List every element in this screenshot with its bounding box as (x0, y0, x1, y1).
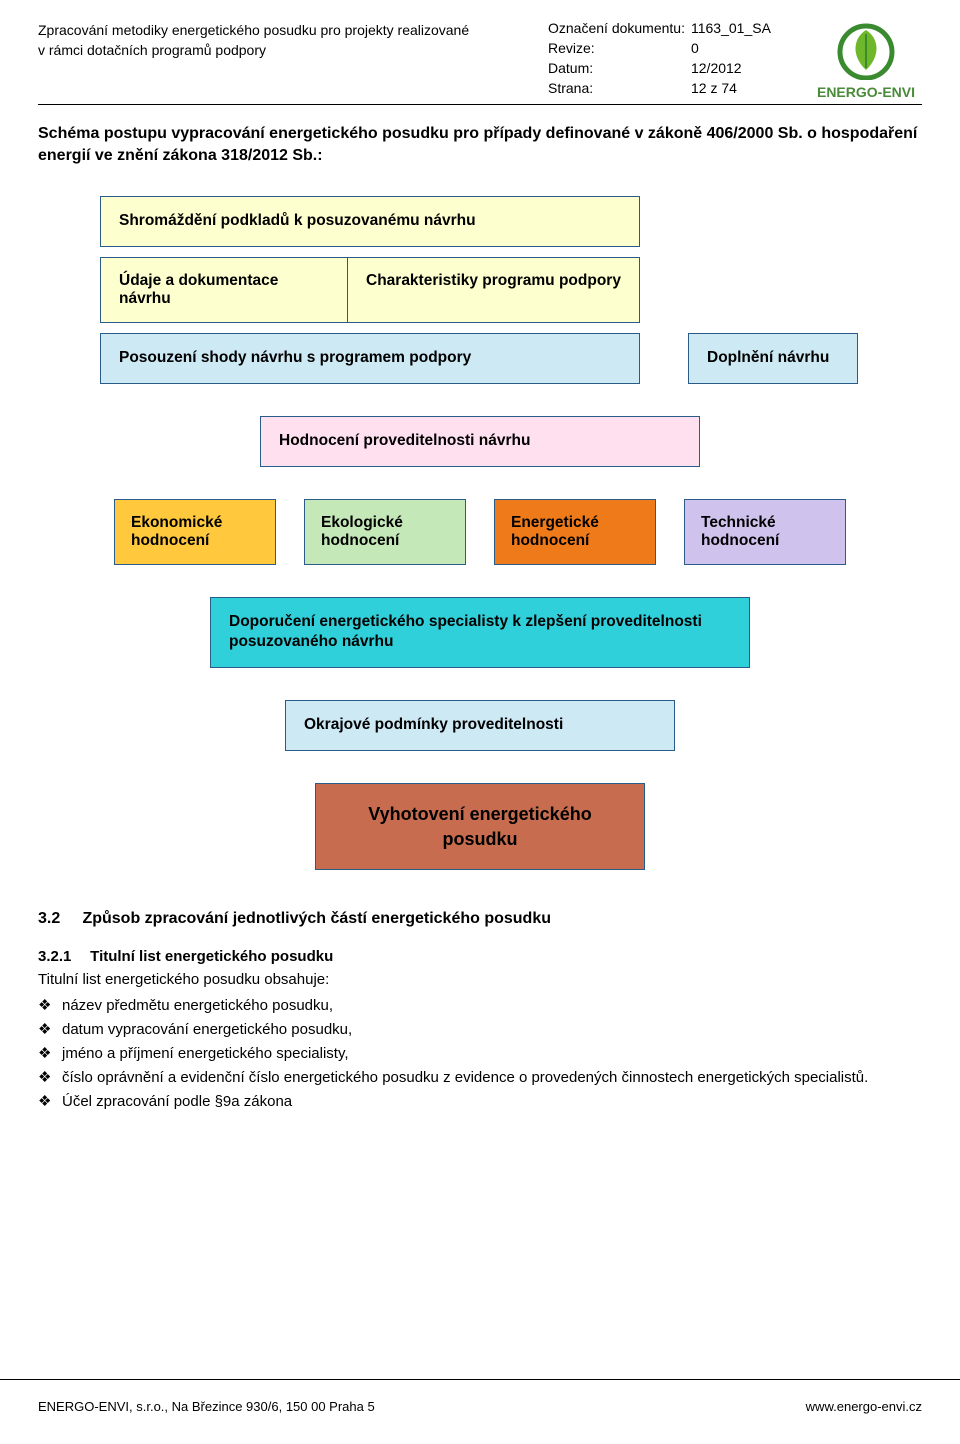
box-energy-eval: Energetické hodnocení (494, 499, 656, 565)
header-logo: ENERGO-ENVI (802, 18, 922, 100)
list-item-text: jméno a příjmení energetického specialis… (62, 1045, 349, 1062)
leaf-logo-icon (831, 18, 901, 80)
section-title: Způsob zpracování jednotlivých částí ene… (82, 910, 551, 927)
list-item-text: datum vypracování energetického posudku, (62, 1021, 352, 1038)
box-recommendation: Doporučení energetického specialisty k z… (210, 597, 750, 669)
box-technical-eval: Technické hodnocení (684, 499, 846, 565)
list-item: ❖jméno a příjmení energetického speciali… (38, 1044, 922, 1062)
footer-left: ENERGO-ENVI, s.r.o., Na Březince 930/6, … (38, 1399, 375, 1414)
section-heading: 3.2 Způsob zpracování jednotlivých částí… (38, 910, 922, 928)
box-feasibility-eval: Hodnocení proveditelnosti návrhu (260, 416, 700, 467)
footer-right: www.energo-envi.cz (806, 1399, 922, 1414)
subsection-heading: 3.2.1 Titulní list energetického posudku (38, 948, 922, 965)
header-title-line2: v rámci dotačních programů podpory (38, 40, 542, 60)
header-meta: Označení dokumentu: 1163_01_SA Revize: 0… (542, 18, 802, 100)
flow-diagram: Shromáždění podkladů k posuzovanému návr… (100, 196, 860, 870)
header-title-block: Zpracování metodiky energetického posudk… (38, 18, 542, 100)
list-item-text: název předmětu energetického posudku, (62, 997, 333, 1014)
box-economic-eval: Ekonomické hodnocení (114, 499, 276, 565)
box-proposal-amendment: Doplnění návrhu (688, 333, 858, 384)
bullet-icon: ❖ (38, 1092, 62, 1110)
bullet-icon: ❖ (38, 996, 62, 1014)
header-title-line1: Zpracování metodiky energetického posudk… (38, 20, 542, 40)
meta-rev-value: 0 (691, 38, 777, 58)
bullet-icon: ❖ (38, 1020, 62, 1038)
bullet-icon: ❖ (38, 1068, 62, 1086)
meta-rev-label: Revize: (548, 38, 691, 58)
list-item-text: Účel zpracování podle §9a zákona (62, 1093, 292, 1110)
box-final-report: Vyhotovení energetického posudku (315, 783, 645, 870)
page-root: Zpracování metodiky energetického posudk… (0, 0, 960, 1444)
box-ecological-eval: Ekologické hodnocení (304, 499, 466, 565)
logo-text: ENERGO-ENVI (810, 84, 922, 100)
box-boundary-conditions: Okrajové podmínky proveditelnosti (285, 700, 675, 751)
list-item: ❖název předmětu energetického posudku, (38, 996, 922, 1014)
meta-page-value: 12 z 74 (691, 78, 777, 98)
meta-doc-value: 1163_01_SA (691, 18, 777, 38)
box-compliance-assessment: Posouzení shody návrhu s programem podpo… (100, 333, 640, 384)
row-inputs-split: Údaje a dokumentace návrhu Charakteristi… (100, 257, 640, 323)
meta-doc-label: Označení dokumentu: (548, 18, 691, 38)
list-item: ❖datum vypracování energetického posudku… (38, 1020, 922, 1038)
subsection-title: Titulní list energetického posudku (90, 948, 333, 965)
list-item: ❖Účel zpracování podle §9a zákona (38, 1092, 922, 1110)
row-evaluations: Ekonomické hodnocení Ekologické hodnocen… (100, 499, 860, 565)
section-number: 3.2 (38, 910, 78, 928)
box-gather-inputs: Shromáždění podkladů k posuzovanému návr… (100, 196, 640, 247)
intro-paragraph: Schéma postupu vypracování energetického… (38, 123, 922, 168)
header-rule (38, 104, 922, 105)
box-proposal-data: Údaje a dokumentace návrhu (100, 257, 348, 323)
box-program-characteristics: Charakteristiky programu podpory (348, 257, 640, 323)
bullet-icon: ❖ (38, 1044, 62, 1062)
list-item-text: číslo oprávnění a evidenční číslo energe… (62, 1069, 868, 1086)
list-item: ❖číslo oprávnění a evidenční číslo energ… (38, 1068, 922, 1086)
bullet-list: ❖název předmětu energetického posudku, ❖… (38, 996, 922, 1110)
page-footer: ENERGO-ENVI, s.r.o., Na Březince 930/6, … (38, 1399, 922, 1414)
meta-date-label: Datum: (548, 58, 691, 78)
meta-page-label: Strana: (548, 78, 691, 98)
meta-date-value: 12/2012 (691, 58, 777, 78)
subsection-number: 3.2.1 (38, 948, 86, 965)
footer-rule (0, 1379, 960, 1380)
subsection-lead: Titulní list energetického posudku obsah… (38, 971, 922, 988)
page-header: Zpracování metodiky energetického posudk… (38, 18, 922, 100)
row-assessment: Posouzení shody návrhu s programem podpo… (100, 333, 860, 384)
